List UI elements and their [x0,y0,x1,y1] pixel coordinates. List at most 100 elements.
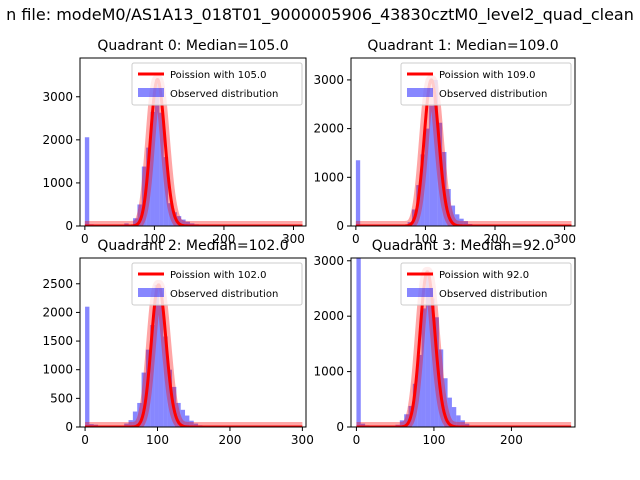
histogram-bar [463,221,469,226]
histogram-bar [356,258,361,427]
y-tick-label: 2000 [42,305,73,319]
histogram-bar [185,221,191,226]
y-tick-label: 3000 [313,73,344,87]
histogram-bar [146,147,151,226]
histogram-bar [417,354,422,427]
legend: Poission with 109.0 Observed distribution [400,62,572,106]
x-tick-label: 300 [553,232,576,246]
axes-frame [79,257,307,428]
histogram-bar [154,79,160,226]
histogram-bar [430,298,435,427]
histogram-bar [163,336,168,427]
histogram-bar [128,420,133,427]
x-tick-label: 300 [282,232,305,246]
histogram-bar [189,420,194,427]
histogram-bar [132,411,138,427]
legend: Poission with 105.0 Observed distribution [131,62,303,106]
histogram-bar [425,271,431,427]
legend: Poission with 102.0 Observed distribution [131,262,303,306]
y-tick-label: 2500 [42,277,73,291]
legend-observed-swatch [138,88,164,97]
legend-observed-label: Observed distribution [170,289,278,300]
histogram-bar [150,325,155,427]
legend-observed-swatch [138,288,164,297]
histogram-bar [420,154,425,226]
axes-frame [79,57,307,227]
x-tick-label: 200 [212,232,235,246]
x-tick-label: 200 [500,433,523,447]
histogram-bar [421,308,426,427]
legend-poisson-label: Poission with 92.0 [439,270,529,281]
histogram-bar [412,383,418,427]
x-tick-label: 0 [352,232,360,246]
histogram-bar [460,420,465,427]
legend-box [131,62,303,106]
histogram-bar [181,219,186,226]
histogram-bar [176,216,182,226]
histogram-bar [404,414,409,427]
histogram-bar [124,423,129,427]
y-tick-label: 2000 [313,309,344,323]
x-tick-label: 200 [484,232,507,246]
histogram-bar [360,423,366,427]
y-tick-label: 1500 [42,334,73,348]
histogram-bar [168,203,173,226]
y-tick-label: 0 [336,420,344,434]
histogram-bar [434,317,439,427]
histogram-bar [163,157,169,226]
legend-poisson-label: Poission with 102.0 [170,270,266,281]
y-tick-label: 2000 [313,122,344,136]
histogram-bar [437,122,443,226]
y-tick-label: 0 [336,219,344,233]
y-tick-label: 3000 [313,254,344,268]
legend-observed-label: Observed distribution [170,89,278,100]
quadrant-3-title: Quadrant 3: Median=92.0 [372,238,554,254]
y-tick-label: 3000 [42,90,73,104]
x-tick-label: 100 [422,433,445,447]
x-tick-label: 100 [143,232,166,246]
y-tick-label: 1000 [42,176,73,190]
histogram-bar [193,423,199,427]
histogram-bar [433,79,438,226]
x-tick-label: 200 [218,433,241,447]
legend-poisson-label: Poission with 105.0 [170,70,266,81]
y-tick-label: 500 [50,391,73,405]
legend-observed-swatch [407,288,433,297]
x-tick-label: 0 [353,433,361,447]
quadrant-0-title: Quadrant 0: Median=105.0 [97,38,288,54]
histogram-bar [141,372,146,427]
legend-box [400,262,572,306]
histogram-bar [451,407,457,427]
histogram-bar [137,204,142,226]
histogram-bar [150,111,155,226]
legend-box [131,262,303,306]
histogram-bar [85,306,90,427]
y-tick-label: 0 [65,420,73,434]
histogram-bar [84,137,90,226]
data-layer [80,74,306,226]
histogram-bar [180,409,186,427]
x-tick-label: 0 [81,232,89,246]
quadrant-1-title: Quadrant 1: Median=109.0 [367,38,558,54]
y-tick-label: 1000 [313,170,344,184]
histogram-bar [424,128,430,226]
figure-title: n file: modeM0/AS1A13_018T01_9000005906_… [6,5,634,25]
legend-observed-label: Observed distribution [439,89,547,100]
histogram-bar [464,423,470,427]
histogram-bar [447,397,452,427]
histogram-bar [459,218,464,226]
axes-frame [350,57,576,227]
histogram-bar [154,284,159,427]
legend: Poission with 92.0 Observed distribution [400,262,572,306]
histogram-bar [446,188,451,226]
histogram-bar [443,378,448,427]
quadrant-2-panel: 0 100 200 300 0 500 1000 1500 2000 2500 Poission w… [42,238,313,447]
histogram-bar [456,415,461,427]
x-tick-label: 100 [146,433,169,447]
histogram-bar [399,420,405,427]
